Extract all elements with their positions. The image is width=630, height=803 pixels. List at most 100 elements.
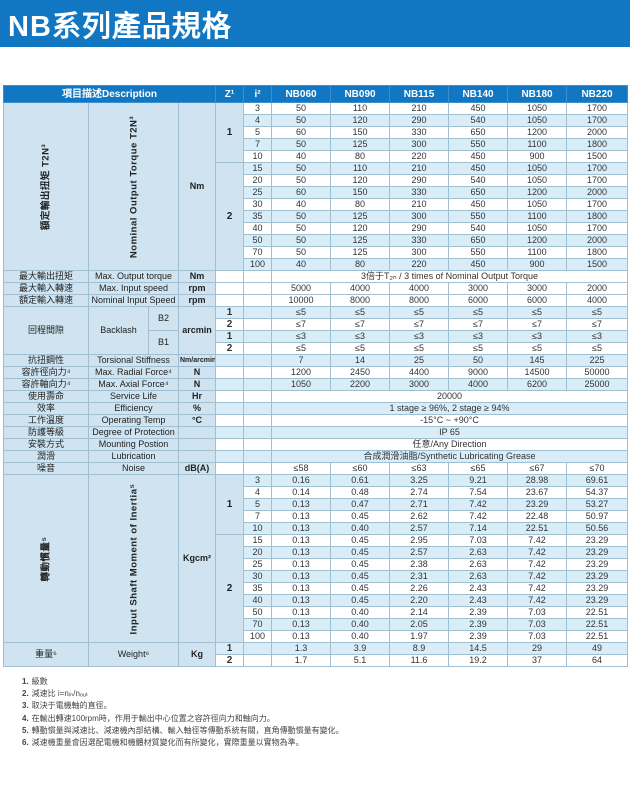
footnote-number: 5. (22, 725, 29, 735)
value-cell: 8.9 (389, 642, 450, 655)
value-cell: 50 (271, 162, 332, 175)
table-row: 工作溫度 Operating Temp °C -15°C ~ +90°C (3, 414, 629, 427)
value-cell: 0.13 (271, 582, 332, 595)
value-cell: 0.45 (330, 558, 391, 571)
value-cell: 0.40 (330, 522, 391, 535)
value-cell: 0.48 (330, 486, 391, 499)
i-cell (243, 426, 273, 439)
unit-cell: rpm (177, 282, 217, 295)
footnote: 2. 減速比 i=nᵢₙ/nₒᵤₜ (22, 688, 432, 699)
unit-cell: Kgcm² (177, 474, 217, 643)
value-cell: 50.56 (566, 522, 629, 535)
value-cell: 550 (448, 210, 509, 223)
value-cell: 22.51 (507, 522, 568, 535)
footnote-text: 減速比 i=nᵢₙ/nₒᵤₜ (31, 689, 89, 699)
row-label-en: Input Shaft Moment of Inertia⁵ (88, 474, 179, 643)
row-label-zh: 噪音 (3, 462, 89, 475)
i-cell: 30 (243, 198, 273, 211)
unit-cell: arcmin (177, 306, 217, 355)
z-cell (215, 354, 245, 367)
table-row: 抗扭鋼性 Torsional Stiffness Nm/arcmin 7 14 25 50 1… (3, 354, 629, 367)
value-cell: 1050 (507, 222, 568, 235)
unit-cell: dB(A) (177, 462, 217, 475)
value-cell: 1500 (566, 258, 629, 271)
value-cell: 50000 (566, 366, 629, 379)
table-row: 重量⁶ Weight⁶ Kg 1 1.3 3.9 8.9 14.5 29 49 (3, 642, 629, 667)
value-cell: 64 (566, 654, 629, 667)
value-cell: 1.3 (271, 642, 332, 655)
i-cell: 3 (243, 102, 273, 115)
value-cell: 1050 (507, 114, 568, 127)
model-header-cell: NB220 (566, 85, 629, 103)
value-cell: 650 (448, 186, 509, 199)
z-cell: 2 (215, 318, 245, 331)
value-cell: 225 (566, 354, 629, 367)
unit-cell: Nm (177, 270, 217, 283)
value-cell: 210 (389, 162, 450, 175)
footnote-number: 6. (22, 737, 29, 747)
value-cell: 210 (389, 198, 450, 211)
table-row: 50 50 125 330 650 1200 2000 (4, 234, 629, 247)
value-cell: ≤65 (448, 462, 509, 475)
z-cell: 1 (215, 102, 245, 163)
value-cell: 220 (389, 258, 450, 271)
value-cell: 0.45 (330, 582, 391, 595)
value-cell: 5.1 (330, 654, 391, 667)
value-cell: 53.27 (566, 498, 629, 511)
i-cell: 15 (243, 534, 273, 547)
value-cell: 120 (330, 222, 391, 235)
value-cell: 0.13 (271, 534, 332, 547)
i-cell: 30 (243, 570, 273, 583)
i-cell: 25 (243, 186, 273, 199)
table-row: 100 40 80 220 450 900 1500 (4, 258, 629, 271)
value-cell: 125 (330, 246, 391, 259)
footnote-text: 轉動慣量與減速比、減速機內部結構、輸入軸徑等傳動系統有關，直角傳動慣量有變化。 (31, 725, 344, 735)
row-label-zh: 效率 (3, 402, 89, 415)
value-cell: 22.48 (507, 510, 568, 523)
value-cell: 0.16 (271, 474, 332, 487)
i-cell (243, 366, 273, 379)
value-cell: ≤58 (271, 462, 332, 475)
table-row: 2 ≤5 ≤5 ≤5 ≤5 ≤5 ≤5 (4, 342, 629, 355)
merged-value-cell: -15°C ~ +90°C (271, 414, 629, 427)
value-cell: 7.42 (507, 594, 568, 607)
value-cell: 14.5 (448, 642, 509, 655)
value-cell: 7 (271, 354, 332, 367)
value-cell: 1100 (507, 138, 568, 151)
z-cell: 1 (215, 474, 245, 535)
model-header-cell: NB090 (330, 85, 391, 103)
value-cell: 2.57 (389, 546, 450, 559)
unit-cell (177, 438, 217, 451)
value-cell: 145 (507, 354, 568, 367)
i-cell: 7 (243, 510, 273, 523)
i-cell (243, 390, 273, 403)
title-bar: NB系列產品規格 (0, 0, 630, 47)
value-cell: ≤5 (389, 306, 450, 319)
value-cell: ≤5 (330, 342, 391, 355)
i-cell: 3 (243, 474, 273, 487)
i-cell (243, 354, 273, 367)
footnote-number: 4. (22, 713, 29, 723)
model-header-cell: NB140 (448, 85, 509, 103)
z-cell (215, 462, 245, 475)
value-cell: 50 (271, 114, 332, 127)
value-cell: 1800 (566, 246, 629, 259)
model-header-cell: NB060 (271, 85, 332, 103)
row-label-zh: 容許軸向力⁴ (3, 378, 89, 391)
value-cell: 50 (271, 210, 332, 223)
z-cell: 2 (215, 342, 245, 355)
row-label-en: Nominal Input Speed (88, 294, 179, 307)
value-cell: 69.61 (566, 474, 629, 487)
value-cell: 1100 (507, 210, 568, 223)
value-cell: 0.13 (271, 498, 332, 511)
table-row: 40 50 120 290 540 1050 1700 (4, 222, 629, 235)
i-cell: 100 (243, 630, 273, 643)
value-cell: 900 (507, 258, 568, 271)
value-cell: 3.9 (330, 642, 391, 655)
value-cell: 23.29 (566, 594, 629, 607)
table-row: 最大輸入轉速 Max. Input speed rpm 5000 4000 4000 300… (3, 282, 629, 295)
value-cell: 23.29 (566, 582, 629, 595)
value-cell: 2.26 (389, 582, 450, 595)
value-cell: 23.29 (566, 570, 629, 583)
i-cell: 35 (243, 582, 273, 595)
